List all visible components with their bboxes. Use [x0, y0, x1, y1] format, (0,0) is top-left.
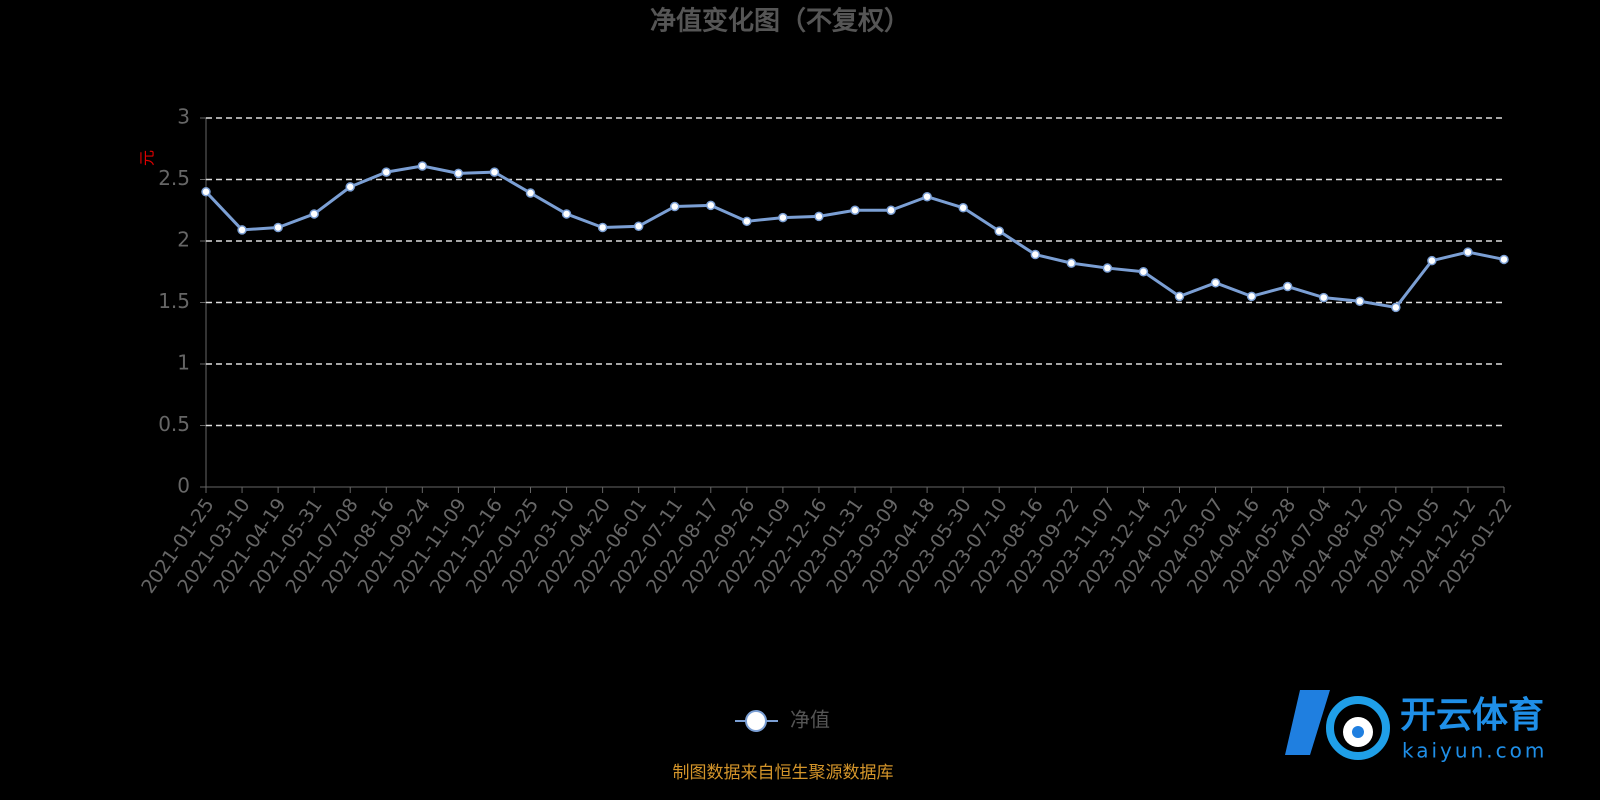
y-tick-label: 3	[177, 105, 190, 129]
data-point	[1174, 291, 1185, 302]
data-point	[1066, 258, 1077, 268]
data-point	[633, 221, 644, 231]
y-tick-label: 1	[177, 351, 190, 375]
data-point	[597, 222, 608, 233]
y-tick-label: 2	[177, 228, 190, 252]
data-point	[814, 211, 824, 222]
data-point	[706, 200, 716, 211]
data-point	[417, 161, 428, 171]
data-point	[309, 209, 319, 219]
y-axis-label: 元	[138, 150, 157, 166]
watermark-name: 开云体育	[1400, 695, 1544, 736]
data-point	[1138, 267, 1149, 277]
data-point	[958, 203, 968, 213]
data-point	[742, 216, 752, 227]
data-point	[1427, 255, 1437, 266]
data-point	[778, 212, 788, 223]
data-point	[1391, 302, 1401, 313]
data-point	[1030, 249, 1041, 260]
data-point	[561, 209, 572, 219]
data-point	[1355, 296, 1365, 307]
data-point	[381, 167, 392, 177]
data-point	[669, 201, 680, 212]
data-point	[273, 222, 283, 233]
watermark-url: kaiyun.com	[1402, 739, 1547, 763]
y-tick-label: 0	[177, 474, 190, 498]
data-point	[525, 188, 536, 198]
data-point	[1318, 292, 1329, 303]
data-point	[1210, 278, 1221, 288]
data-point	[201, 187, 211, 197]
data-point	[237, 225, 247, 235]
legend-label[interactable]: 净值	[790, 708, 830, 732]
data-point	[1102, 263, 1113, 273]
chart-title: 净值变化图（不复权）	[650, 6, 910, 37]
data-point	[453, 168, 464, 179]
data-point	[922, 191, 932, 202]
data-point	[1246, 291, 1257, 302]
watermark-logo: 开云体育 kaiyun.com	[1285, 690, 1547, 763]
data-point	[994, 226, 1004, 236]
y-tick-label: 0.5	[158, 412, 190, 436]
data-point	[1499, 254, 1509, 265]
data-point	[1463, 247, 1473, 257]
legend-marker	[745, 710, 767, 732]
y-tick-label: 1.5	[158, 289, 190, 313]
data-point	[345, 182, 355, 192]
data-point	[850, 205, 860, 215]
data-point	[1282, 281, 1293, 292]
y-tick-label: 2.5	[158, 166, 190, 190]
data-point	[886, 205, 896, 215]
source-note: 制图数据来自恒生聚源数据库	[673, 763, 894, 783]
data-point	[489, 167, 500, 177]
